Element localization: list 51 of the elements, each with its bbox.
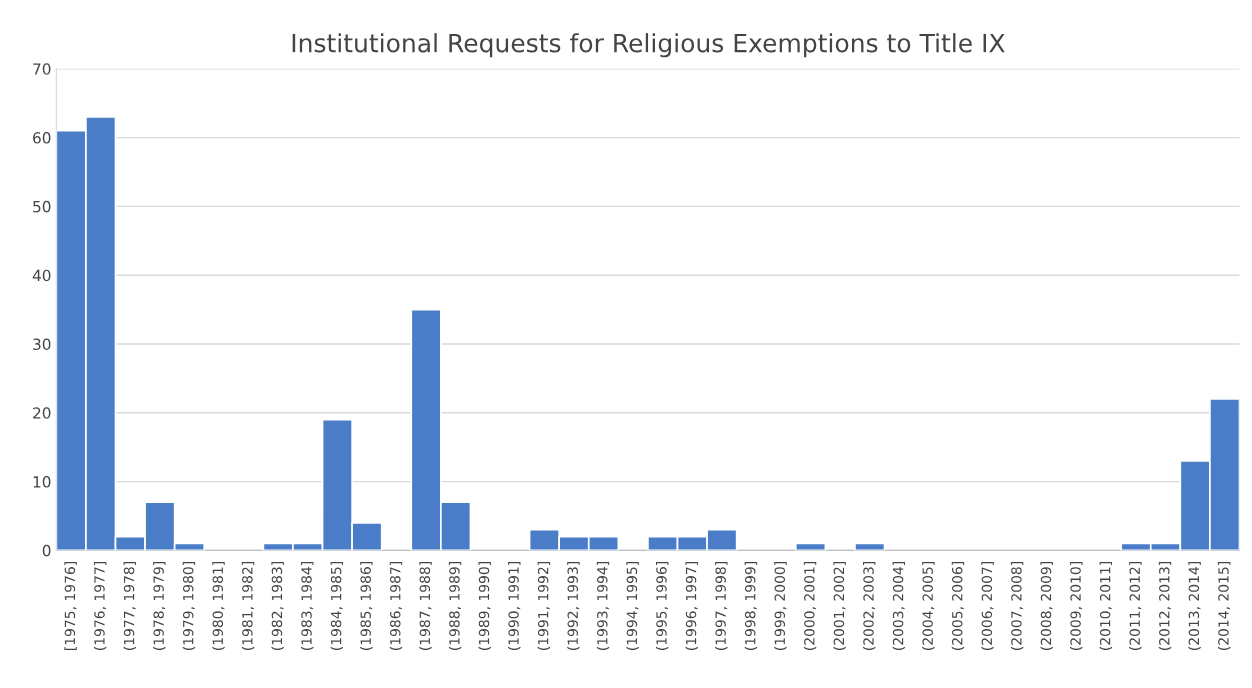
y-tick-label: 40 bbox=[32, 269, 51, 282]
x-tick-label: (2005, 2006] bbox=[951, 562, 965, 650]
bar bbox=[854, 542, 886, 551]
x-tick-label: (1996, 1997] bbox=[685, 562, 698, 650]
y-tick-label: 30 bbox=[33, 338, 51, 351]
x-tick-label: (2006, 2007] bbox=[981, 562, 994, 650]
x-tick-label: (1979, 1980] bbox=[182, 562, 196, 650]
x-tick-label: (1976, 1977] bbox=[93, 562, 107, 650]
x-tick-label: (2014, 2015] bbox=[1217, 562, 1231, 650]
x-tick-label: (2001, 2002] bbox=[833, 562, 846, 650]
x-tick-label: (1989, 1990] bbox=[478, 562, 491, 650]
bar bbox=[794, 542, 827, 551]
y-tick-label: 0 bbox=[42, 544, 51, 557]
x-tick-label: (2011, 2012] bbox=[1129, 562, 1142, 650]
x-tick-label: (1990, 1991] bbox=[508, 562, 521, 650]
y-tick-label: 50 bbox=[33, 200, 51, 213]
y-tick-label: 60 bbox=[33, 132, 51, 144]
chart-title: Institutional Requests for Religious Exemptions to Title IX bbox=[292, 33, 1005, 58]
x-tick-label: (1997, 1998] bbox=[715, 562, 728, 650]
x-tick-label: (1992, 1993] bbox=[567, 562, 580, 650]
x-tick-label: (2002, 2003] bbox=[863, 562, 876, 650]
x-tick-label: (2013, 2014] bbox=[1188, 562, 1201, 650]
x-tick-label: (1987, 1988] bbox=[419, 562, 432, 650]
y-tick-label: 20 bbox=[33, 407, 51, 419]
x-tick-label: (2003, 2004] bbox=[892, 562, 905, 650]
x-tick-label: (2012, 2013] bbox=[1158, 562, 1172, 650]
x-tick-label: (1991, 1992] bbox=[537, 562, 551, 650]
x-tick-label: (2007, 2008] bbox=[1010, 562, 1024, 650]
x-tick-label: (1985, 1986] bbox=[360, 562, 373, 650]
x-tick-label: (2000, 2001] bbox=[803, 562, 817, 650]
x-tick-label: (1993, 1994] bbox=[596, 562, 610, 650]
x-tick-label: (1978, 1979] bbox=[153, 562, 166, 650]
x-tick-label: (1988, 1989] bbox=[448, 562, 462, 650]
x-tick-label: (1980, 1981] bbox=[212, 562, 225, 650]
x-tick-label: (1995, 1996] bbox=[655, 562, 669, 650]
x-tick-label: (2009, 2010] bbox=[1070, 562, 1083, 650]
x-tick-label: (1994, 1995] bbox=[626, 562, 639, 650]
x-tick-label: (1983, 1984] bbox=[301, 562, 314, 650]
x-tick-label: (1986, 1987] bbox=[389, 562, 403, 650]
x-tick-label: (1982, 1983] bbox=[271, 562, 284, 650]
x-tick-label: (1998, 1999] bbox=[744, 562, 758, 650]
y-tick-label: 10 bbox=[33, 476, 51, 488]
y-tick-label: 70 bbox=[33, 63, 51, 75]
x-tick-label: (1999, 2000] bbox=[774, 562, 787, 650]
x-tick-label: (2010, 2011] bbox=[1099, 562, 1113, 650]
x-tick-label: [1975, 1976] bbox=[64, 562, 77, 650]
x-tick-label: (1981, 1982] bbox=[241, 562, 255, 650]
x-tick-label: (1984, 1985] bbox=[330, 562, 343, 650]
x-tick-label: (2008, 2009] bbox=[1040, 562, 1053, 650]
x-tick-label: (2004, 2005] bbox=[922, 562, 935, 650]
x-tick-label: (1977, 1978] bbox=[123, 562, 136, 650]
